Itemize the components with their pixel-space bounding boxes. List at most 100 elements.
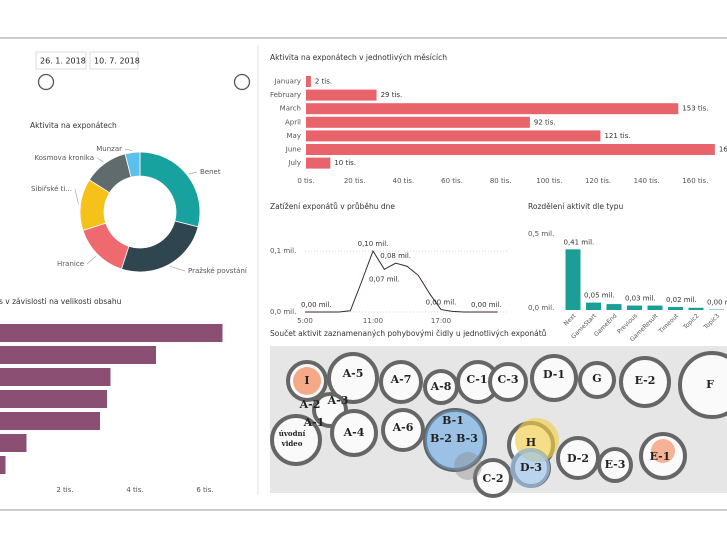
map-label: A-8 (430, 380, 452, 393)
map-label: D-3 (520, 461, 542, 474)
x-tick-label: 60 tis. (441, 177, 463, 185)
x-tick-label: Timeout (657, 312, 680, 335)
x-tick-label: 80 tis. (490, 177, 512, 185)
date-from[interactable]: 26. 1. 2018 (40, 57, 86, 66)
heat-spot (425, 410, 485, 470)
map-room (381, 408, 425, 452)
map-room (678, 351, 727, 419)
bar (306, 76, 311, 87)
data-label: 29 tis. (381, 91, 403, 99)
chart-title: Rozdělení aktivit dle typu (528, 202, 623, 211)
heat-spot (454, 452, 482, 480)
map-room (530, 354, 578, 402)
heat-spot (293, 367, 321, 395)
map-label: B-1 (442, 414, 464, 427)
bar (627, 305, 642, 310)
map-label: D-2 (567, 452, 589, 465)
data-label: 0,00 mil. (471, 301, 502, 309)
map-room (473, 458, 513, 498)
map-room (619, 356, 671, 408)
map-room (597, 447, 633, 483)
bar (606, 304, 622, 310)
data-label: 153 tis. (682, 105, 708, 113)
map-room (327, 352, 379, 404)
map-label: C-2 (483, 472, 504, 485)
bar (647, 305, 663, 310)
heat-spot (510, 448, 550, 488)
slice-label: Benet (200, 168, 221, 176)
map-room (270, 414, 322, 466)
leader-line (188, 171, 198, 175)
map-label: A-6 (392, 421, 414, 434)
map-label: A-5 (342, 367, 364, 380)
data-label: 121 tis. (604, 132, 630, 140)
map-room (488, 362, 528, 402)
leader-line (169, 265, 186, 272)
slice-label: Kosmova kronika (34, 154, 94, 162)
data-label: 0,00 mil. (707, 299, 727, 307)
bar (0, 390, 107, 408)
x-tick-label: Topic3 (702, 312, 721, 331)
data-label: 0,41 mil. (564, 238, 595, 246)
slice-label: Pražské povstání (188, 267, 248, 275)
bar (306, 144, 715, 155)
leader-line (124, 148, 133, 151)
map-room (379, 360, 423, 404)
chart-title: Zatížení exponátů v průběhu dne (270, 202, 395, 211)
data-label: 0,00 mil. (426, 299, 457, 307)
donut-segment (120, 220, 199, 273)
x-tick-label: 2 tis. (56, 486, 73, 494)
map-label: D-1 (543, 368, 565, 381)
x-tick-label: 0 tis. (297, 177, 314, 185)
y-tick-label: 0,5 mil. (528, 230, 554, 238)
slice-label: Munzar (96, 145, 122, 153)
leader-line (96, 157, 104, 163)
slider-handle[interactable] (233, 73, 251, 91)
leader-line (86, 255, 97, 265)
y-tick-label: January (273, 78, 301, 86)
data-label: 0,05 mil. (584, 292, 615, 300)
bar (0, 434, 27, 452)
bar (306, 89, 377, 101)
date-to-box[interactable] (89, 51, 139, 70)
map-label: úvodní (279, 429, 306, 438)
slice-label: Hranice (57, 260, 84, 268)
x-tick-label: 6 tis. (196, 486, 213, 494)
chart-title: s v závislosti na velikosti obsahu (0, 297, 122, 306)
map-room (578, 361, 616, 399)
map-label: F (706, 378, 714, 391)
data-label: 92 tis. (534, 118, 556, 126)
heat-spot (651, 439, 675, 463)
data-label: 0,00 mil. (301, 301, 332, 309)
map-label: A-3 (327, 394, 349, 407)
y-tick-label: July (287, 159, 301, 167)
map-label: H (526, 436, 536, 449)
bar (565, 249, 581, 310)
data-label: 10 tis. (334, 159, 356, 167)
map-room (330, 409, 378, 457)
x-tick-label: 140 tis. (634, 177, 660, 185)
slider-handle[interactable] (37, 73, 55, 91)
data-label: 0,10 mil. (358, 240, 389, 248)
map-label: video (281, 439, 303, 448)
y-tick-label: May (287, 132, 301, 140)
y-tick-label: April (285, 118, 301, 126)
map-label: E-2 (635, 374, 656, 387)
date-to[interactable]: 10. 7. 2018 (94, 57, 140, 66)
x-tick-label: 20 tis. (344, 177, 366, 185)
chart-title: Aktivita na exponátech (30, 121, 117, 130)
line (305, 249, 498, 313)
data-label: 0,07 mil. (369, 275, 400, 283)
map-label: B-2 (430, 432, 452, 445)
y-tick-label: 0,0 mil. (528, 304, 554, 312)
bar (0, 412, 100, 430)
bar (306, 130, 601, 142)
data-label: 0,02 mil. (666, 296, 697, 304)
donut-segment (124, 151, 141, 178)
x-tick-label: 17:00 (431, 317, 451, 325)
x-tick-label: Topic2 (681, 312, 700, 331)
donut-segment (82, 222, 130, 270)
x-tick-label: Next (563, 312, 578, 327)
date-from-box[interactable] (35, 51, 87, 70)
